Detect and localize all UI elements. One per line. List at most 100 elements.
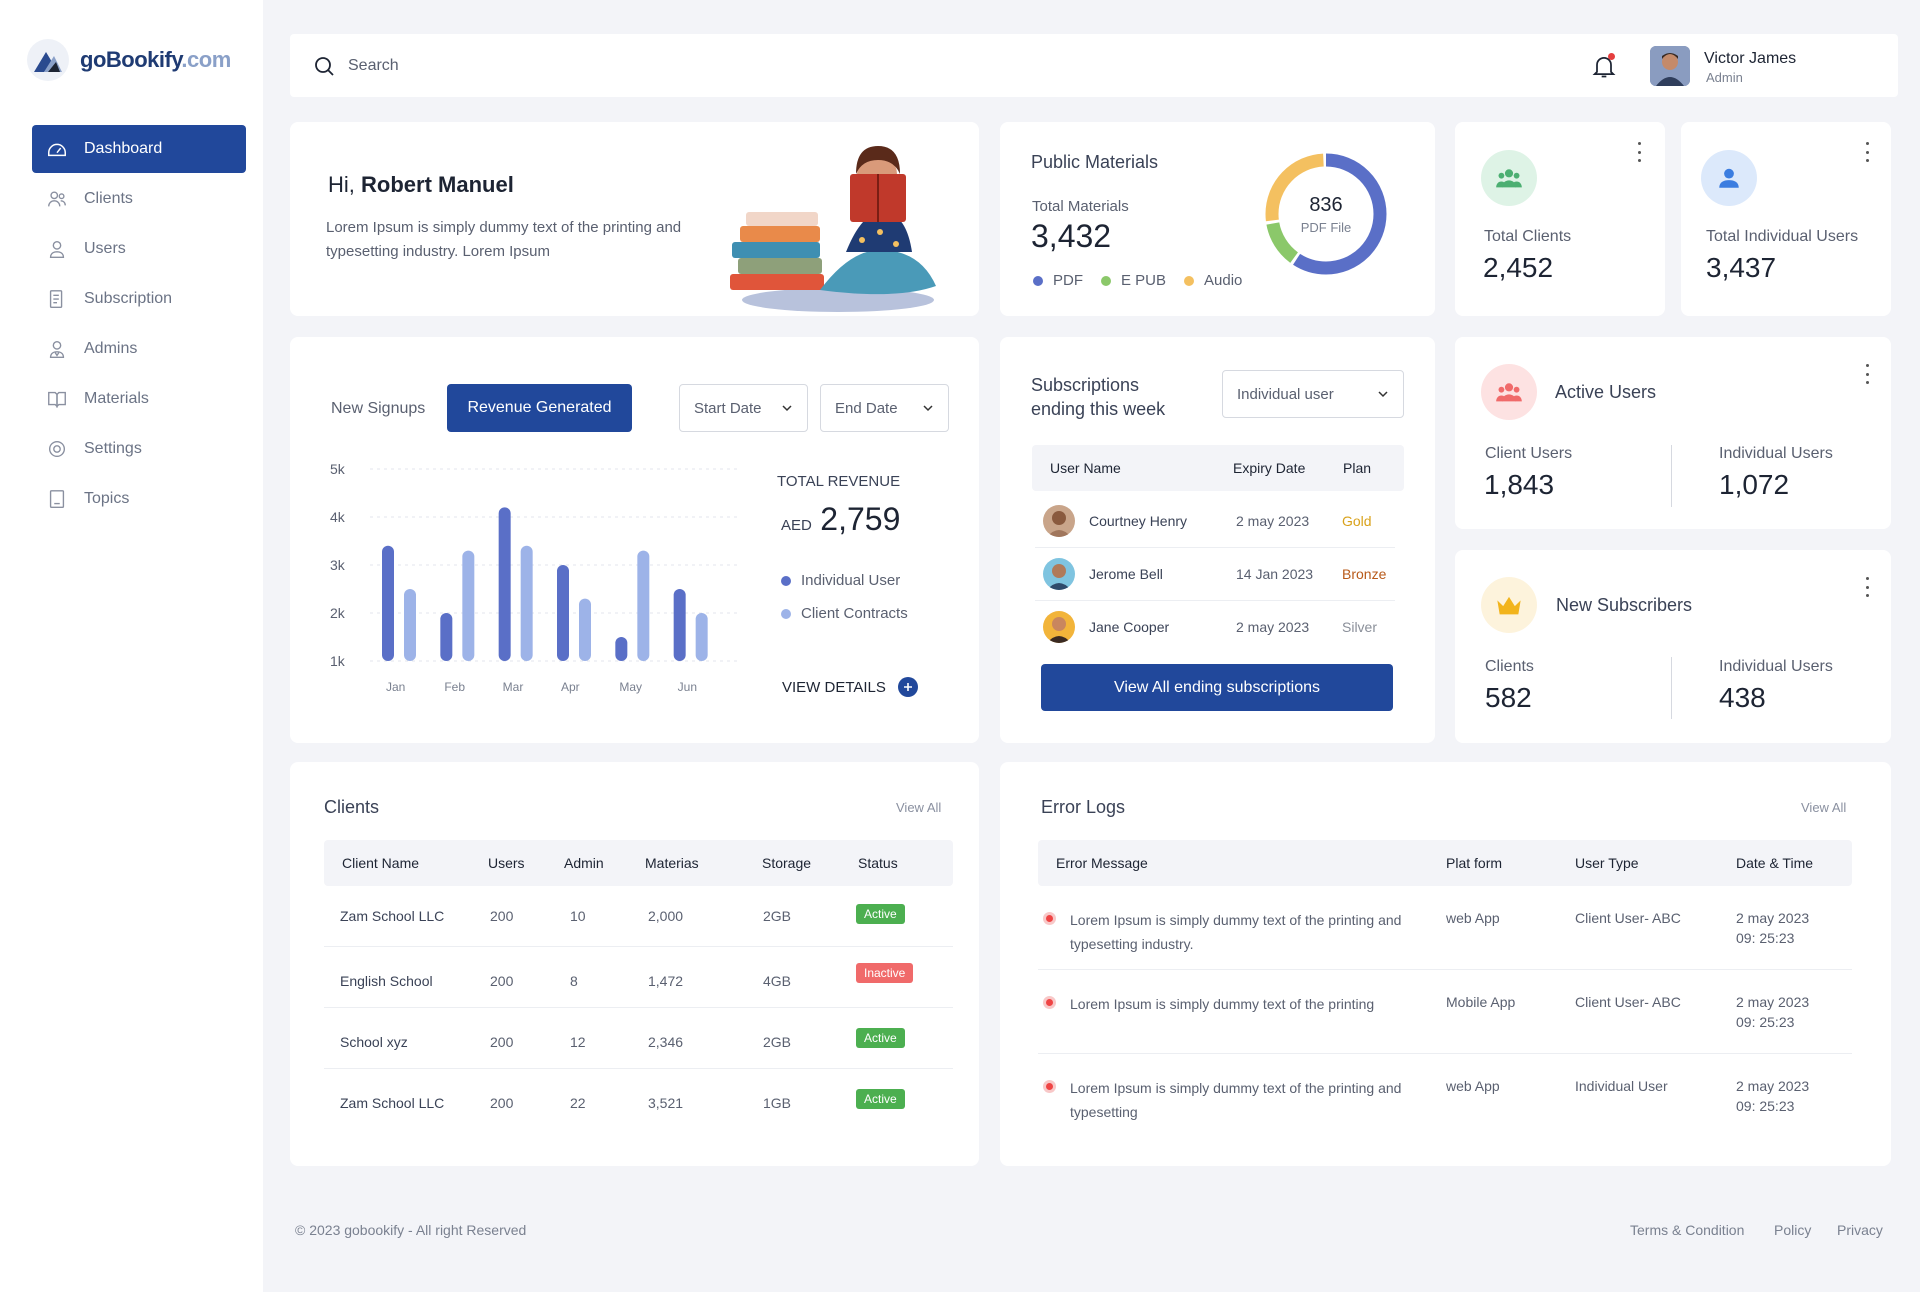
sidebar-item-label: Settings (84, 440, 142, 457)
welcome-text: Lorem Ipsum is simply dummy text of the … (326, 219, 682, 260)
materials-count: 2,000 (648, 908, 684, 924)
sidebar-item-materials[interactable]: Materials (32, 375, 246, 423)
topbar: Search Victor James Admin (290, 34, 1898, 97)
notification-button[interactable] (1590, 52, 1618, 80)
user-name[interactable]: Victor James (1704, 50, 1797, 67)
search-icon (315, 57, 334, 76)
expiry-date: 14 Jan 2023 (1236, 566, 1314, 582)
table-row[interactable]: Zam School LLC 200 22 3,521 1GB Active (324, 1069, 953, 1130)
admin-count: 12 (570, 1034, 586, 1050)
materials-donut-chart (1265, 153, 1387, 275)
notification-dot (1608, 53, 1615, 60)
individual-users-value: 438 (1719, 682, 1766, 713)
platform: web App (1446, 1078, 1500, 1094)
brand-domain: .com (181, 47, 231, 72)
bar-client-mar (520, 545, 533, 661)
users-count: 200 (490, 973, 514, 989)
tab-revenue-generated[interactable]: Revenue Generated (447, 384, 632, 432)
sidebar-item-admins[interactable]: Admins (32, 325, 246, 373)
donut-segment-pdf (1265, 153, 1387, 275)
table-row[interactable]: School xyz 200 12 2,346 2GB Active (324, 1008, 953, 1069)
sidebar-item-label: Users (84, 240, 126, 257)
table-row[interactable]: Courtney Henry 2 may 2023 Gold (1035, 495, 1395, 548)
topics-icon (49, 490, 65, 508)
title-line: Subscriptions (1031, 375, 1140, 395)
more-options-icon[interactable] (1636, 142, 1642, 162)
view-all-link[interactable]: View All (896, 800, 942, 815)
individual-user-icon (1701, 150, 1757, 206)
table-row[interactable]: Jerome Bell 14 Jan 2023 Bronze (1035, 548, 1395, 601)
error-date: 2 may 2023 (1736, 910, 1810, 926)
sidebar-item-users[interactable]: Users (32, 225, 246, 273)
table-row[interactable]: Zam School LLC 200 10 2,000 2GB Active (324, 886, 953, 947)
greeting-name: Robert Manuel (361, 172, 514, 197)
view-all-subscriptions-button[interactable]: View All ending subscriptions (1041, 664, 1393, 711)
sidebar-item-subscription[interactable]: Subscription (32, 275, 246, 323)
sidebar-item-label: Materials (84, 390, 149, 407)
materials-count: 1,472 (648, 973, 684, 989)
user-type-select[interactable]: Individual user (1222, 370, 1404, 418)
greeting-prefix: Hi, (328, 172, 355, 197)
legend-label: PDF (1053, 272, 1083, 289)
more-options-icon[interactable] (1864, 142, 1870, 162)
user-icon (49, 240, 65, 258)
expiry-date: 2 may 2023 (1236, 619, 1310, 635)
total-materials-value: 3,432 (1031, 218, 1112, 254)
x-tick-label: May (619, 680, 642, 694)
end-date-select[interactable]: End Date (820, 384, 949, 432)
view-details-link[interactable]: VIEW DETAILS (782, 677, 918, 697)
subscriptions-card: Subscriptions ending this week Individua… (1000, 337, 1435, 743)
search-input[interactable]: Search (348, 57, 399, 74)
table-row[interactable]: Lorem Ipsum is simply dummy text of the … (1038, 1054, 1852, 1138)
sidebar-item-dashboard[interactable]: Dashboard (32, 125, 246, 173)
materials-count: 3,521 (648, 1095, 684, 1111)
more-options-icon[interactable] (1864, 577, 1870, 597)
search-box[interactable]: Search (312, 54, 399, 78)
user-type: Client User- ABC (1575, 994, 1681, 1010)
sidebar-item-settings[interactable]: Settings (32, 425, 246, 473)
status-badge: Active (856, 1028, 905, 1048)
expiry-date: 2 may 2023 (1236, 513, 1310, 529)
bar-individual-feb (440, 613, 453, 661)
avatar[interactable] (1650, 46, 1690, 86)
error-logs-card: Error Logs View All Error Message Plat f… (1000, 762, 1891, 1166)
status-badge: Inactive (856, 963, 914, 983)
column-header: Error Message (1056, 855, 1148, 871)
logo-icon (26, 38, 70, 82)
materials-count: 2,346 (648, 1034, 684, 1050)
column-header: Client Name (342, 855, 420, 871)
x-tick-label: Apr (561, 680, 580, 694)
table-row[interactable]: Lorem Ipsum is simply dummy text of the … (1038, 970, 1852, 1054)
avatar (1043, 558, 1075, 590)
footer-link-terms[interactable]: Terms & Condition (1630, 1222, 1745, 1238)
sidebar-item-label: Topics (84, 490, 130, 507)
avatar (1043, 505, 1075, 537)
donut-label: PDF File (1300, 220, 1352, 235)
table-row[interactable]: Lorem Ipsum is simply dummy text of the … (1038, 886, 1852, 970)
chevron-down-icon (1378, 391, 1388, 398)
tab-new-signups[interactable]: New Signups (331, 400, 426, 417)
view-all-link[interactable]: View All (1801, 800, 1847, 815)
legend-epub: E PUB (1101, 272, 1166, 289)
card-title: New Subscribers (1556, 595, 1693, 615)
legend-pdf: PDF (1033, 272, 1083, 289)
brand-logo[interactable]: goBookify.com (26, 38, 231, 82)
sidebar-item-topics[interactable]: Topics (32, 475, 246, 523)
more-options-icon[interactable] (1864, 364, 1870, 384)
client-users-label: Client Users (1485, 445, 1573, 462)
total-individual-label: Total Individual Users (1706, 228, 1859, 245)
end-date-label: End Date (835, 399, 898, 417)
individual-users-label: Individual Users (1719, 658, 1833, 675)
materials-legend: PDF E PUB Audio (1033, 272, 1242, 289)
legend-label: Individual User (801, 572, 901, 589)
footer-link-policy[interactable]: Policy (1774, 1222, 1812, 1238)
start-date-select[interactable]: Start Date (679, 384, 808, 432)
error-date: 2 may 2023 (1736, 1078, 1810, 1094)
donut-value: 836 (1309, 194, 1343, 216)
sidebar-item-clients[interactable]: Clients (32, 175, 246, 223)
table-row[interactable]: English School 200 8 1,472 4GB Inactive (324, 947, 953, 1008)
users-count: 200 (490, 908, 514, 924)
footer-link-privacy[interactable]: Privacy (1837, 1222, 1883, 1238)
individual-users-label: Individual Users (1719, 445, 1833, 462)
table-row[interactable]: Jane Cooper 2 may 2023 Silver (1035, 601, 1395, 654)
